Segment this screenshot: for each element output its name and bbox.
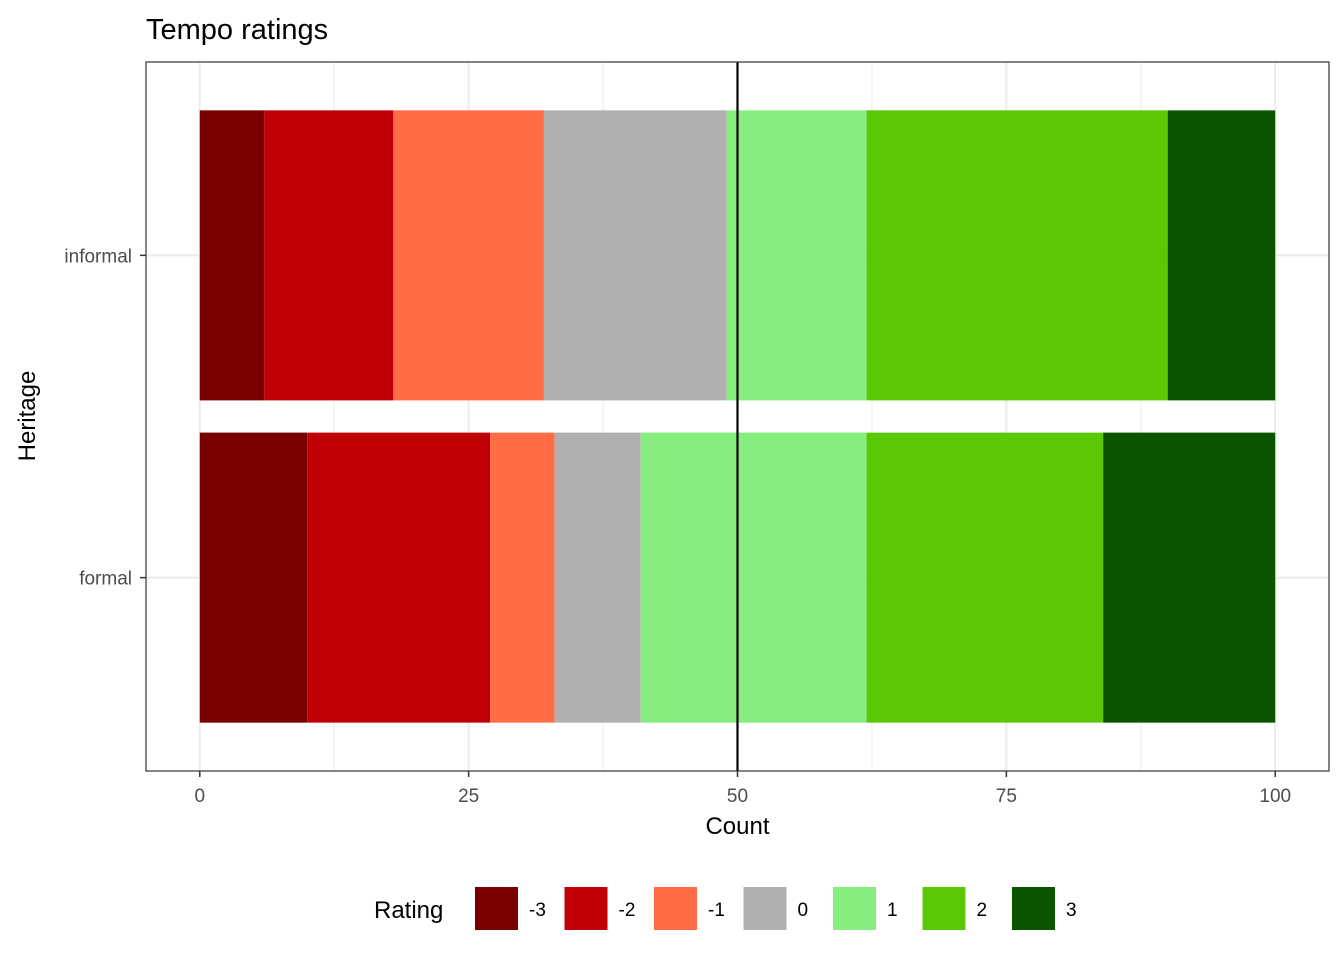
legend-key--2 [564,887,608,930]
legend-key-3 [1012,887,1055,930]
legend-label-0: 0 [798,900,809,921]
legend-label-2: 2 [977,900,988,921]
y-axis: informal formal [64,246,146,590]
bar-formal-rating-1 [640,432,867,723]
legend-label--3: -3 [529,900,546,921]
x-tick-label-0: 0 [194,786,205,807]
x-tick-label-2: 50 [727,786,748,807]
bar-informal-rating--1 [393,110,544,401]
legend-label--1: -1 [708,900,725,921]
x-tick-label-4: 100 [1259,786,1291,807]
legend-key--1 [654,887,697,930]
bar-formal-rating--1 [490,432,555,723]
bar-informal-rating-2 [866,110,1168,401]
y-tick-label-informal: informal [64,246,132,267]
legend-title: Rating [374,897,443,924]
bar-formal-rating-2 [866,432,1104,723]
x-tick-label-1: 25 [458,786,479,807]
bar-informal-rating-0 [543,110,727,401]
bar-informal-rating--3 [199,110,265,401]
legend: Rating -3 -2 -1 0 1 2 3 [374,887,1077,930]
bar-formal-rating-0 [554,432,641,723]
bar-formal-rating-3 [1103,432,1276,723]
bar-informal-rating--2 [264,110,394,401]
y-tick-label-formal: formal [79,569,132,590]
chart-title: Tempo ratings [146,14,328,46]
legend-label-3: 3 [1066,900,1077,921]
x-tick-label-3: 75 [996,786,1017,807]
legend-key--3 [475,887,518,930]
panel [145,61,1330,772]
legend-label--2: -2 [619,900,636,921]
x-axis: 0 25 50 75 100 [194,771,1291,807]
x-axis-title: Count [705,813,769,840]
bar-formal-rating--3 [199,432,308,723]
legend-key-2 [922,887,966,930]
legend-key-0 [743,887,787,930]
legend-label-1: 1 [887,900,898,921]
bar-informal-rating-1 [726,110,867,401]
bar-informal-rating-3 [1167,110,1276,401]
legend-key-1 [833,887,876,930]
bar-formal-rating--2 [307,432,491,723]
y-axis-title: Heritage [14,371,41,462]
bars [199,110,1276,723]
